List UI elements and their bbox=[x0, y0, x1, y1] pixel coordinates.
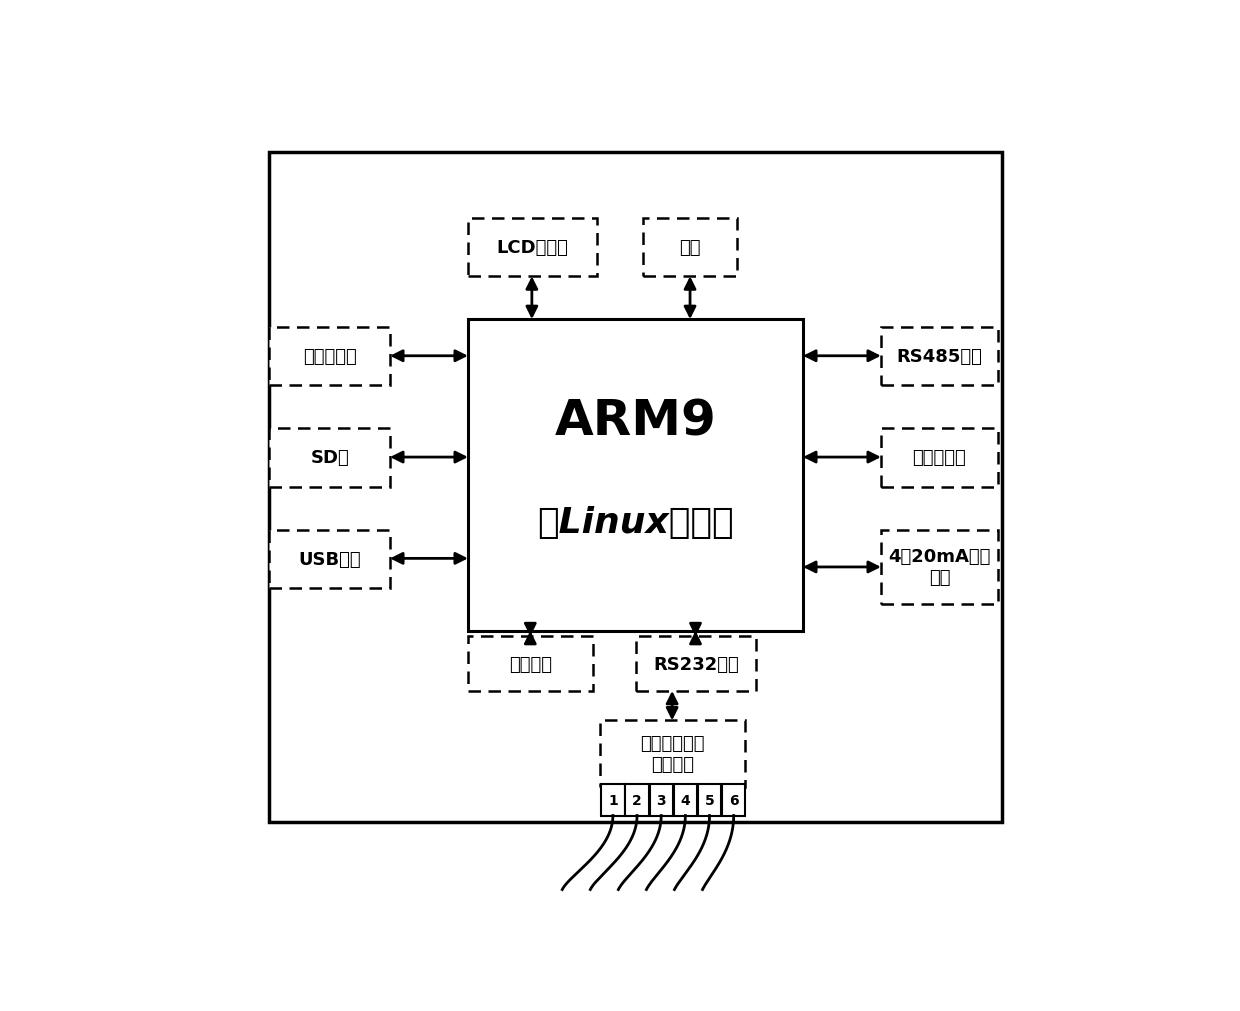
Bar bbox=[880, 530, 998, 604]
Bar bbox=[467, 218, 596, 277]
Bar bbox=[673, 785, 697, 816]
Text: 电源模块: 电源模块 bbox=[508, 655, 552, 673]
Bar bbox=[467, 637, 593, 692]
Bar bbox=[269, 153, 1002, 822]
Bar bbox=[635, 637, 756, 692]
Text: （Linux系统）: （Linux系统） bbox=[537, 506, 734, 539]
Bar bbox=[269, 328, 391, 386]
Bar bbox=[650, 785, 673, 816]
Bar bbox=[722, 785, 745, 816]
Text: SD卡: SD卡 bbox=[310, 449, 348, 467]
Text: 4: 4 bbox=[681, 794, 691, 807]
Text: 1: 1 bbox=[608, 794, 618, 807]
Text: 6: 6 bbox=[729, 794, 739, 807]
Bar bbox=[644, 218, 737, 277]
Bar bbox=[269, 530, 391, 588]
Text: RS485接口: RS485接口 bbox=[897, 348, 982, 366]
Bar bbox=[269, 429, 391, 487]
Text: 按键: 按键 bbox=[680, 239, 701, 257]
Text: 4～20mA输出
模块: 4～20mA输出 模块 bbox=[888, 548, 991, 586]
Text: RS232接口: RS232接口 bbox=[653, 655, 739, 673]
Text: 继电器模块: 继电器模块 bbox=[303, 348, 357, 366]
Text: ARM9: ARM9 bbox=[554, 397, 717, 445]
Bar bbox=[625, 785, 649, 816]
Bar bbox=[467, 319, 804, 631]
Text: 3: 3 bbox=[656, 794, 666, 807]
Bar bbox=[880, 429, 998, 487]
Text: LCD液晶屏: LCD液晶屏 bbox=[496, 239, 568, 257]
Bar bbox=[698, 785, 722, 816]
Bar bbox=[600, 721, 744, 787]
Text: 2: 2 bbox=[632, 794, 642, 807]
Text: 5: 5 bbox=[704, 794, 714, 807]
Bar bbox=[601, 785, 625, 816]
Bar bbox=[880, 328, 998, 386]
Text: USB接口: USB接口 bbox=[299, 550, 361, 568]
Text: 以太网接口: 以太网接口 bbox=[913, 449, 966, 467]
Text: 荧光光纤温度
采集模块: 荧光光纤温度 采集模块 bbox=[640, 734, 704, 773]
